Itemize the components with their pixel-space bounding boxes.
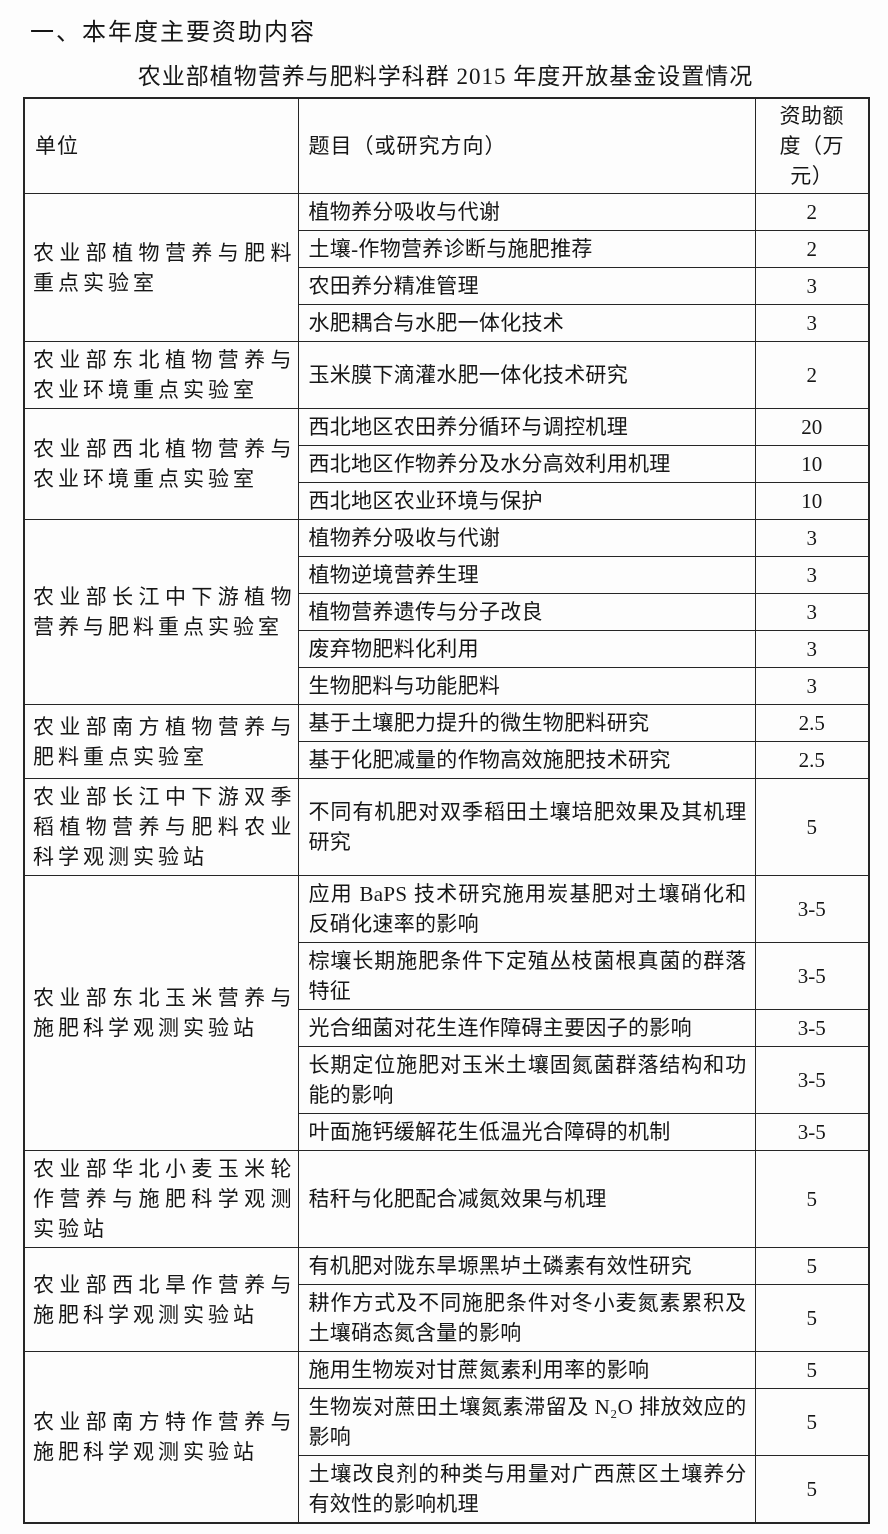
amount-cell: 3: [754, 304, 870, 342]
table-row: 农业部长江中下游双季稻植物营养与肥料农业科学观测实验站 不同有机肥对双季稻田土壤培…: [23, 778, 870, 876]
amount-cell: 3: [754, 630, 870, 668]
table-row: 生物肥料与功能肥料 3: [24, 667, 870, 705]
amount-cell: 2.5: [754, 704, 870, 742]
topic-cell: 光合细菌对花生连作障碍主要因子的影响: [297, 1009, 756, 1047]
topic-cell: 棕壤长期施肥条件下定殖丛枝菌根真菌的群落特征: [297, 942, 756, 1010]
table-row: 水肥耦合与水肥一体化技术 3: [24, 304, 870, 342]
topic-cell: 玉米膜下滴灌水肥一体化技术研究: [297, 341, 756, 409]
unit-cell: 农业部西北植物营养与农业环境重点实验室: [23, 408, 299, 520]
table-row: 农业部西北植物营养与农业环境重点实验室 西北地区农田养分循环与调控机理 20: [23, 408, 870, 520]
table-row: 农业部西北旱作营养与施肥科学观测实验站 有机肥对陇东旱塬黑垆土磷素有效性研究 5: [23, 1247, 870, 1352]
topic-cell: 不同有机肥对双季稻田土壤培肥效果及其机理研究: [297, 778, 756, 876]
topic-cell: 植物营养遗传与分子改良: [297, 593, 756, 631]
topic-cell: 生物肥料与功能肥料: [297, 667, 756, 705]
topic-cell: 西北地区农业环境与保护: [297, 482, 756, 520]
amount-cell: 3: [754, 667, 870, 705]
topic-cell: 植物逆境营养生理: [297, 556, 756, 594]
table-row: 叶面施钙缓解花生低温光合障碍的机制 3-5: [24, 1113, 870, 1151]
topic-cell: 西北地区作物养分及水分高效利用机理: [297, 445, 756, 483]
amount-cell: 5: [754, 778, 870, 876]
unit-cell: 农业部西北旱作营养与施肥科学观测实验站: [23, 1247, 299, 1352]
amount-cell: 2: [754, 341, 870, 409]
table-row: 西北地区农业环境与保护 10: [24, 482, 870, 520]
header-topic: 题目（或研究方向）: [297, 97, 756, 194]
table-row: 基于化肥减量的作物高效施肥技术研究 2.5: [24, 741, 870, 779]
topic-cell: 叶面施钙缓解花生低温光合障碍的机制: [297, 1113, 756, 1151]
unit-cell: 农业部东北植物营养与农业环境重点实验室: [23, 341, 299, 409]
amount-cell: 2.5: [754, 741, 870, 779]
amount-cell: 3-5: [754, 1009, 870, 1047]
unit-cell: 农业部南方特作营养与施肥科学观测实验站: [23, 1351, 299, 1524]
topic-cell: 长期定位施肥对玉米土壤固氮菌群落结构和功能的影响: [297, 1046, 756, 1114]
topic-cell: 基于土壤肥力提升的微生物肥料研究: [297, 704, 756, 742]
amount-cell: 20: [754, 408, 870, 446]
table-row: 农业部植物营养与肥料重点实验室 植物养分吸收与代谢 2: [23, 193, 870, 342]
topic-cell: 土壤改良剂的种类与用量对广西蔗区土壤养分有效性的影响机理: [297, 1455, 756, 1524]
amount-cell: 5: [754, 1351, 870, 1389]
table-row: 光合细菌对花生连作障碍主要因子的影响 3-5: [24, 1009, 870, 1047]
unit-cell: 农业部植物营养与肥料重点实验室: [23, 193, 299, 342]
table-row: 农业部东北植物营养与农业环境重点实验室 玉米膜下滴灌水肥一体化技术研究 2: [23, 341, 870, 409]
header-row: 单位 题目（或研究方向） 资助额度（万元）: [23, 97, 870, 194]
unit-cell: 农业部长江中下游双季稻植物营养与肥料农业科学观测实验站: [23, 778, 299, 876]
table-row: 耕作方式及不同施肥条件对冬小麦氮素累积及土壤硝态氮含量的影响 5: [24, 1284, 870, 1352]
unit-cell: 农业部华北小麦玉米轮作营养与施肥科学观测实验站: [23, 1150, 299, 1248]
table-row: 农业部南方植物营养与肥料重点实验室 基于土壤肥力提升的微生物肥料研究 2.5: [23, 704, 870, 779]
amount-cell: 3: [754, 519, 870, 557]
topic-cell: 秸秆与化肥配合减氮效果与机理: [297, 1150, 756, 1248]
table-row: 植物营养遗传与分子改良 3: [24, 593, 870, 631]
amount-cell: 3: [754, 593, 870, 631]
amount-cell: 5: [754, 1247, 870, 1285]
amount-cell: 3-5: [754, 875, 870, 943]
table-row: 植物逆境营养生理 3: [24, 556, 870, 594]
table-body: 农业部植物营养与肥料重点实验室 植物养分吸收与代谢 2 土壤-作物营养诊断与施肥推荐 2…: [23, 193, 870, 1524]
topic-cell: 植物养分吸收与代谢: [297, 193, 756, 231]
topic-cell: 有机肥对陇东旱塬黑垆土磷素有效性研究: [297, 1247, 756, 1285]
amount-cell: 5: [754, 1284, 870, 1352]
topic-cell: 废弃物肥料化利用: [297, 630, 756, 668]
table-row: 长期定位施肥对玉米土壤固氮菌群落结构和功能的影响 3-5: [24, 1046, 870, 1114]
funding-table: 单位 题目（或研究方向） 资助额度（万元） 农业部植物营养与肥料重点实验室 植物养…: [23, 97, 870, 1524]
topic-cell: 施用生物炭对甘蔗氮素利用率的影响: [297, 1351, 756, 1389]
topic-cell: 农田养分精准管理: [297, 267, 756, 305]
table-row: 棕壤长期施肥条件下定殖丛枝菌根真菌的群落特征 3-5: [24, 942, 870, 1010]
topic-cell: 基于化肥减量的作物高效施肥技术研究: [297, 741, 756, 779]
amount-cell: 3: [754, 556, 870, 594]
amount-cell: 5: [754, 1388, 870, 1456]
table-row: 农业部长江中下游植物营养与肥料重点实验室 植物养分吸收与代谢 3: [23, 519, 870, 705]
topic-cell: 植物养分吸收与代谢: [297, 519, 756, 557]
table-row: 西北地区作物养分及水分高效利用机理 10: [24, 445, 870, 483]
amount-cell: 3-5: [754, 1113, 870, 1151]
unit-cell: 农业部长江中下游植物营养与肥料重点实验室: [23, 519, 299, 705]
topic-cell: 耕作方式及不同施肥条件对冬小麦氮素累积及土壤硝态氮含量的影响: [297, 1284, 756, 1352]
section-title: 一、本年度主要资助内容: [30, 20, 316, 46]
amount-cell: 10: [754, 482, 870, 520]
unit-cell: 农业部南方植物营养与肥料重点实验室: [23, 704, 299, 779]
amount-cell: 2: [754, 230, 870, 268]
topic-cell: 水肥耦合与水肥一体化技术: [297, 304, 756, 342]
amount-cell: 10: [754, 445, 870, 483]
table-row: 农业部南方特作营养与施肥科学观测实验站 施用生物炭对甘蔗氮素利用率的影响 5: [23, 1351, 870, 1524]
header-amount: 资助额度（万元）: [754, 97, 870, 194]
amount-cell: 3-5: [754, 1046, 870, 1114]
amount-cell: 5: [754, 1455, 870, 1524]
topic-cell: 西北地区农田养分循环与调控机理: [297, 408, 756, 446]
amount-cell: 5: [754, 1150, 870, 1248]
amount-cell: 3: [754, 267, 870, 305]
header-unit: 单位: [23, 97, 299, 194]
topic-cell: 应用 BaPS 技术研究施用炭基肥对土壤硝化和反硝化速率的影响: [297, 875, 756, 943]
table-row: 土壤-作物营养诊断与施肥推荐 2: [24, 230, 870, 268]
table-title: 农业部植物营养与肥料学科群 2015 年度开放基金设置情况: [137, 64, 754, 89]
unit-cell: 农业部东北玉米营养与施肥科学观测实验站: [23, 875, 299, 1151]
table-row: 农业部东北玉米营养与施肥科学观测实验站 应用 BaPS 技术研究施用炭基肥对土壤硝…: [23, 875, 870, 1151]
amount-cell: 3-5: [754, 942, 870, 1010]
table-row: 农业部华北小麦玉米轮作营养与施肥科学观测实验站 秸秆与化肥配合减氮效果与机理 5: [23, 1150, 870, 1248]
topic-cell: 生物炭对蔗田土壤氮素滞留及 N₂O 排放效应的影响: [297, 1388, 756, 1456]
amount-cell: 2: [754, 193, 870, 231]
topic-cell: 土壤-作物营养诊断与施肥推荐: [297, 230, 756, 268]
